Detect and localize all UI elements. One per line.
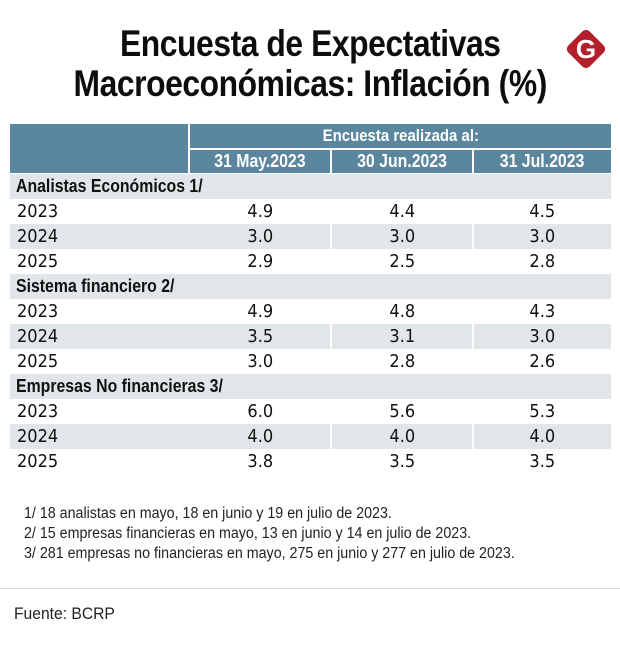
year-label: 2024	[10, 224, 190, 249]
value-cell: 2.8	[529, 251, 556, 272]
title-line-2: Macroeconómicas: Inflación (%)	[73, 63, 547, 104]
value-cell: 4.9	[247, 201, 273, 222]
table-row: 2025 3.8 3.5 3.5	[10, 449, 611, 474]
value-cell: 2.9	[247, 251, 273, 272]
value-cell: 3.5	[529, 451, 556, 472]
column-header-date: 31 Jul.2023	[474, 150, 611, 173]
value-cell: 6.0	[247, 401, 273, 422]
year-label: 2025	[17, 251, 59, 272]
value-cell: 3.0	[332, 224, 472, 249]
value-cell: 3.5	[389, 451, 415, 472]
year-label: 2025	[17, 451, 59, 472]
value-cell: 4.9	[247, 301, 273, 322]
value-cell: 4.0	[474, 424, 611, 449]
year-label: 2023	[17, 201, 59, 222]
section-header: Sistema financiero 2/	[10, 274, 611, 299]
section-header: Empresas No financieras 3/	[10, 374, 611, 399]
section-header: Analistas Económicos 1/	[10, 174, 611, 199]
value-cell: 4.3	[529, 301, 556, 322]
value-cell: 3.0	[190, 224, 330, 249]
header-group: Encuesta realizada al:	[190, 124, 611, 148]
table-row: 2023 4.9 4.8 4.3	[10, 299, 611, 324]
year-label: 2023	[17, 301, 59, 322]
column-header-date: 30 Jun.2023	[332, 150, 472, 173]
value-cell: 3.8	[247, 451, 273, 472]
year-label: 2024	[10, 424, 190, 449]
header-corner	[10, 124, 188, 173]
value-cell: 4.0	[332, 424, 472, 449]
value-cell: 3.0	[247, 351, 273, 372]
table-row: 2024 4.0 4.0 4.0	[10, 424, 611, 449]
column-header-date: 31 May.2023	[190, 150, 330, 173]
value-cell: 3.0	[474, 224, 611, 249]
title-line-1: Encuesta de Expectativas	[119, 23, 501, 64]
value-cell: 2.5	[389, 251, 415, 272]
footnotes: 1/ 18 analistas en mayo, 18 en junio y 1…	[24, 504, 557, 564]
value-cell: 3.1	[332, 324, 472, 349]
table-row: 2024 3.5 3.1 3.0	[10, 324, 611, 349]
year-label: 2023	[17, 401, 59, 422]
value-cell: 4.8	[389, 301, 415, 322]
value-cell: 5.3	[529, 401, 556, 422]
source-label: Fuente: BCRP	[14, 604, 115, 623]
year-label: 2025	[17, 351, 59, 372]
section-label: Analistas Económicos 1/	[16, 176, 203, 196]
footnote: 1/ 18 analistas en mayo, 18 en junio y 1…	[24, 505, 392, 522]
value-cell: 4.5	[529, 201, 556, 222]
value-cell: 2.6	[529, 351, 556, 372]
footnote: 2/ 15 empresas financieras en mayo, 13 e…	[24, 525, 472, 542]
table-row: 2023 4.9 4.4 4.5	[10, 199, 611, 224]
table-row: 2024 3.0 3.0 3.0	[10, 224, 611, 249]
table-row: 2025 2.9 2.5 2.8	[10, 249, 611, 274]
year-label: 2024	[10, 324, 190, 349]
table-row: 2023 6.0 5.6 5.3	[10, 399, 611, 424]
logo-letter: G	[576, 34, 596, 64]
value-cell: 3.0	[474, 324, 611, 349]
value-cell: 3.5	[190, 324, 330, 349]
footnote: 3/ 281 empresas no financieras en mayo, …	[24, 545, 515, 562]
value-cell: 5.6	[389, 401, 415, 422]
value-cell: 4.0	[190, 424, 330, 449]
table-row: 2025 3.0 2.8 2.6	[10, 349, 611, 374]
g-diamond-logo-icon: G	[566, 29, 606, 69]
value-cell: 4.4	[389, 201, 415, 222]
value-cell: 2.8	[389, 351, 415, 372]
section-label: Sistema financiero 2/	[16, 276, 175, 296]
section-label: Empresas No financieras 3/	[16, 376, 223, 396]
divider	[0, 588, 620, 589]
